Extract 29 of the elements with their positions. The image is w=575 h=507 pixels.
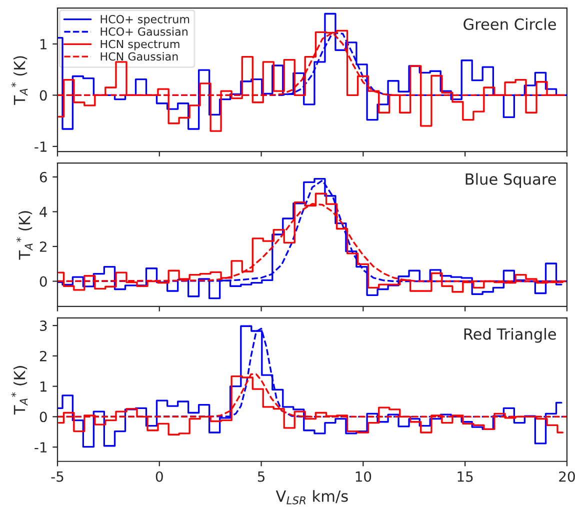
legend-label: HCO+ spectrum [100, 14, 190, 26]
y-axis-title: T$_{A}$$^{*}$ (K) [11, 366, 28, 415]
y-tick-label: 3 [40, 320, 47, 332]
y-tick-label: 1 [40, 39, 46, 50]
x-tick-label: 20 [559, 471, 575, 482]
y-tick-label: 6 [40, 172, 47, 182]
annotation: Green Circle [464, 18, 556, 30]
y-tick-label: 0 [40, 412, 47, 422]
annotation: Blue Square [466, 173, 556, 188]
y-tick-label: -1 [34, 142, 46, 152]
y-tick-label: 1 [40, 381, 46, 392]
x-tick-label: 5 [258, 472, 264, 482]
y-axis-title: T$_{A}$$^{*}$ (K) [11, 56, 28, 105]
legend-label: HCO+ Gaussian [100, 27, 188, 36]
x-tick-label: 15 [458, 472, 473, 482]
y-tick-label: 2 [40, 350, 46, 362]
y-tick-label: -1 [34, 442, 46, 452]
x-tick-label: 10 [356, 471, 372, 482]
x-axis-title: V$_{LSR}$ km/s [276, 490, 348, 504]
legend-label: HCN spectrum [100, 40, 180, 50]
y-axis-title: T$_{A}$$^{*}$ (K) [16, 211, 33, 260]
y-tick-label: 0 [40, 276, 47, 287]
x-tick-label: -5 [51, 472, 64, 482]
legend-label: HCN Gaussian [100, 52, 178, 61]
y-tick-label: 4 [40, 206, 47, 217]
y-tick-label: 2 [40, 241, 46, 252]
y-tick-label: 0 [40, 90, 47, 101]
x-tick-label: 0 [156, 471, 163, 482]
annotation: Red Triangle [464, 328, 556, 343]
